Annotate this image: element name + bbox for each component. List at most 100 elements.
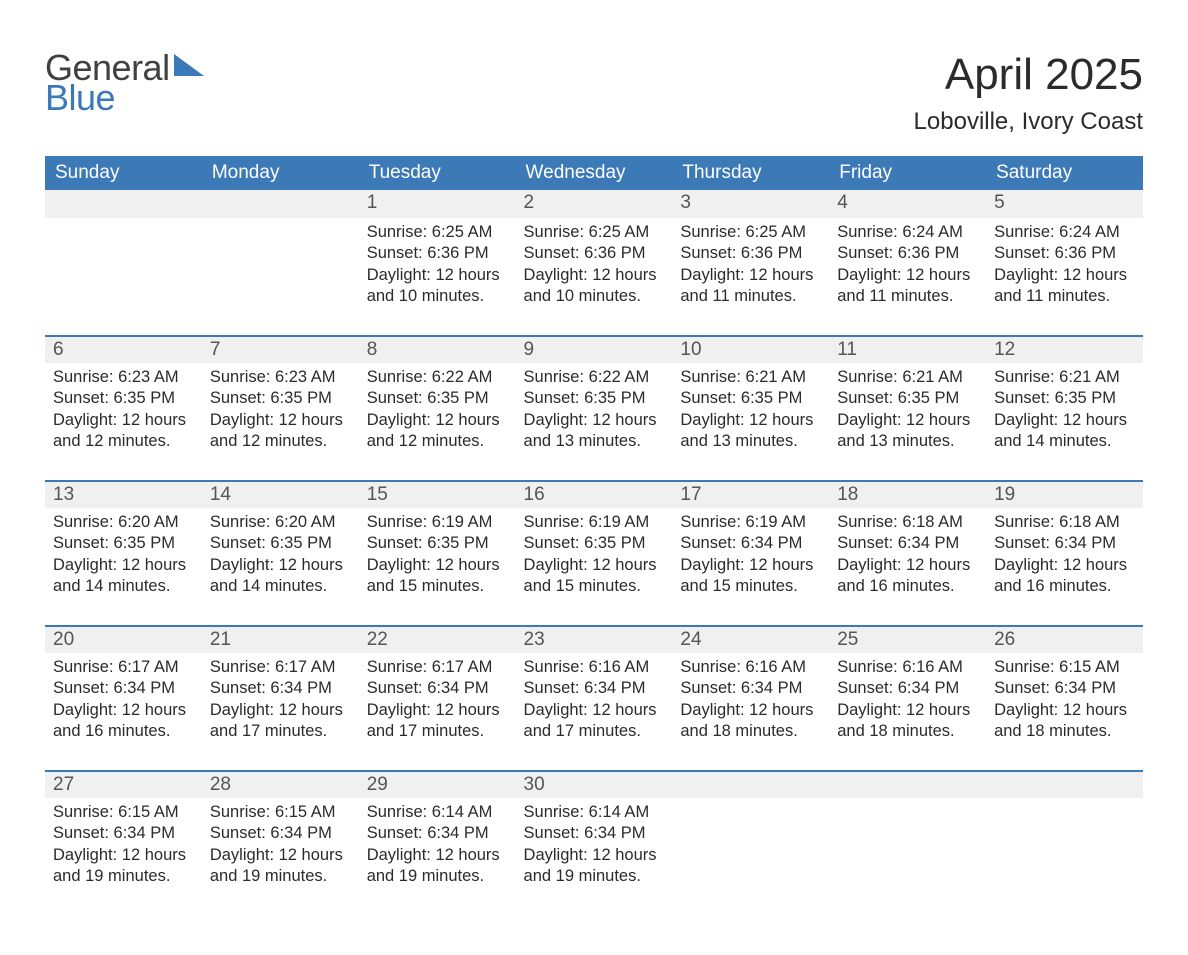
- daylight-text: Daylight: 12 hours and 13 minutes.: [524, 410, 665, 453]
- sunrise-text: Sunrise: 6:22 AM: [367, 367, 508, 388]
- day-number: 29: [359, 770, 516, 798]
- calendar-day-cell: 10Sunrise: 6:21 AMSunset: 6:35 PMDayligh…: [672, 335, 829, 480]
- sunrise-text: Sunrise: 6:23 AM: [210, 367, 351, 388]
- day-number: 9: [516, 335, 673, 363]
- calendar-table: Sunday Monday Tuesday Wednesday Thursday…: [45, 156, 1143, 915]
- day-number: 26: [986, 625, 1143, 653]
- calendar-day-cell: [202, 190, 359, 335]
- col-thursday: Thursday: [672, 156, 829, 190]
- sunset-text: Sunset: 6:34 PM: [367, 678, 508, 699]
- daylight-text: Daylight: 12 hours and 14 minutes.: [53, 555, 194, 598]
- day-number: 19: [986, 480, 1143, 508]
- day-details: Sunrise: 6:22 AMSunset: 6:35 PMDaylight:…: [359, 363, 516, 461]
- logo-triangle-icon: [174, 54, 204, 80]
- day-details: Sunrise: 6:21 AMSunset: 6:35 PMDaylight:…: [672, 363, 829, 461]
- sunset-text: Sunset: 6:35 PM: [210, 388, 351, 409]
- sunrise-text: Sunrise: 6:20 AM: [53, 512, 194, 533]
- day-details: Sunrise: 6:15 AMSunset: 6:34 PMDaylight:…: [986, 653, 1143, 751]
- daylight-text: Daylight: 12 hours and 16 minutes.: [837, 555, 978, 598]
- calendar-day-cell: 7Sunrise: 6:23 AMSunset: 6:35 PMDaylight…: [202, 335, 359, 480]
- sunset-text: Sunset: 6:36 PM: [994, 243, 1135, 264]
- sunset-text: Sunset: 6:34 PM: [367, 823, 508, 844]
- calendar-week-row: 6Sunrise: 6:23 AMSunset: 6:35 PMDaylight…: [45, 335, 1143, 480]
- day-number: 5: [986, 190, 1143, 218]
- day-number: 23: [516, 625, 673, 653]
- sunrise-text: Sunrise: 6:19 AM: [367, 512, 508, 533]
- sunrise-text: Sunrise: 6:21 AM: [994, 367, 1135, 388]
- daylight-text: Daylight: 12 hours and 13 minutes.: [680, 410, 821, 453]
- calendar-day-cell: [672, 770, 829, 915]
- calendar-day-cell: 29Sunrise: 6:14 AMSunset: 6:34 PMDayligh…: [359, 770, 516, 915]
- day-details: Sunrise: 6:21 AMSunset: 6:35 PMDaylight:…: [829, 363, 986, 461]
- sunrise-text: Sunrise: 6:15 AM: [210, 802, 351, 823]
- day-number: 22: [359, 625, 516, 653]
- sunset-text: Sunset: 6:34 PM: [210, 823, 351, 844]
- sunrise-text: Sunrise: 6:25 AM: [524, 222, 665, 243]
- calendar-week-row: 1Sunrise: 6:25 AMSunset: 6:36 PMDaylight…: [45, 190, 1143, 335]
- sunrise-text: Sunrise: 6:18 AM: [994, 512, 1135, 533]
- calendar-week-row: 13Sunrise: 6:20 AMSunset: 6:35 PMDayligh…: [45, 480, 1143, 625]
- daylight-text: Daylight: 12 hours and 11 minutes.: [994, 265, 1135, 308]
- day-details: Sunrise: 6:19 AMSunset: 6:35 PMDaylight:…: [359, 508, 516, 606]
- col-saturday: Saturday: [986, 156, 1143, 190]
- sunrise-text: Sunrise: 6:22 AM: [524, 367, 665, 388]
- day-number: [986, 770, 1143, 798]
- calendar-day-cell: 13Sunrise: 6:20 AMSunset: 6:35 PMDayligh…: [45, 480, 202, 625]
- calendar-day-cell: 16Sunrise: 6:19 AMSunset: 6:35 PMDayligh…: [516, 480, 673, 625]
- day-number: 21: [202, 625, 359, 653]
- sunset-text: Sunset: 6:35 PM: [680, 388, 821, 409]
- calendar-day-cell: [986, 770, 1143, 915]
- sunrise-text: Sunrise: 6:16 AM: [837, 657, 978, 678]
- sunrise-text: Sunrise: 6:19 AM: [680, 512, 821, 533]
- sunset-text: Sunset: 6:36 PM: [367, 243, 508, 264]
- daylight-text: Daylight: 12 hours and 16 minutes.: [53, 700, 194, 743]
- col-wednesday: Wednesday: [516, 156, 673, 190]
- calendar-week-row: 27Sunrise: 6:15 AMSunset: 6:34 PMDayligh…: [45, 770, 1143, 915]
- sunset-text: Sunset: 6:35 PM: [367, 533, 508, 554]
- sunset-text: Sunset: 6:35 PM: [367, 388, 508, 409]
- day-details: [672, 798, 829, 810]
- day-details: Sunrise: 6:23 AMSunset: 6:35 PMDaylight:…: [202, 363, 359, 461]
- day-details: Sunrise: 6:19 AMSunset: 6:35 PMDaylight:…: [516, 508, 673, 606]
- daylight-text: Daylight: 12 hours and 12 minutes.: [210, 410, 351, 453]
- sunrise-text: Sunrise: 6:17 AM: [53, 657, 194, 678]
- calendar-day-cell: 4Sunrise: 6:24 AMSunset: 6:36 PMDaylight…: [829, 190, 986, 335]
- day-details: Sunrise: 6:25 AMSunset: 6:36 PMDaylight:…: [516, 218, 673, 316]
- sunset-text: Sunset: 6:34 PM: [994, 533, 1135, 554]
- sunrise-text: Sunrise: 6:25 AM: [367, 222, 508, 243]
- day-number: 18: [829, 480, 986, 508]
- day-number: 2: [516, 190, 673, 218]
- day-details: Sunrise: 6:24 AMSunset: 6:36 PMDaylight:…: [829, 218, 986, 316]
- sunset-text: Sunset: 6:35 PM: [524, 533, 665, 554]
- day-details: Sunrise: 6:21 AMSunset: 6:35 PMDaylight:…: [986, 363, 1143, 461]
- calendar-day-cell: 1Sunrise: 6:25 AMSunset: 6:36 PMDaylight…: [359, 190, 516, 335]
- daylight-text: Daylight: 12 hours and 19 minutes.: [367, 845, 508, 888]
- calendar-day-cell: 23Sunrise: 6:16 AMSunset: 6:34 PMDayligh…: [516, 625, 673, 770]
- sunset-text: Sunset: 6:34 PM: [680, 678, 821, 699]
- day-number: 10: [672, 335, 829, 363]
- calendar-week-row: 20Sunrise: 6:17 AMSunset: 6:34 PMDayligh…: [45, 625, 1143, 770]
- calendar-day-cell: 30Sunrise: 6:14 AMSunset: 6:34 PMDayligh…: [516, 770, 673, 915]
- sunrise-text: Sunrise: 6:23 AM: [53, 367, 194, 388]
- sunset-text: Sunset: 6:34 PM: [680, 533, 821, 554]
- sunrise-text: Sunrise: 6:21 AM: [837, 367, 978, 388]
- logo-text-blue: Blue: [45, 80, 204, 116]
- daylight-text: Daylight: 12 hours and 11 minutes.: [837, 265, 978, 308]
- daylight-text: Daylight: 12 hours and 13 minutes.: [837, 410, 978, 453]
- calendar-day-cell: 5Sunrise: 6:24 AMSunset: 6:36 PMDaylight…: [986, 190, 1143, 335]
- title-block: April 2025 Loboville, Ivory Coast: [914, 50, 1143, 136]
- daylight-text: Daylight: 12 hours and 14 minutes.: [994, 410, 1135, 453]
- calendar-day-cell: 9Sunrise: 6:22 AMSunset: 6:35 PMDaylight…: [516, 335, 673, 480]
- day-details: [202, 218, 359, 230]
- day-details: Sunrise: 6:25 AMSunset: 6:36 PMDaylight:…: [359, 218, 516, 316]
- col-tuesday: Tuesday: [359, 156, 516, 190]
- sunrise-text: Sunrise: 6:16 AM: [680, 657, 821, 678]
- day-details: Sunrise: 6:16 AMSunset: 6:34 PMDaylight:…: [516, 653, 673, 751]
- day-details: [829, 798, 986, 810]
- day-details: Sunrise: 6:14 AMSunset: 6:34 PMDaylight:…: [516, 798, 673, 896]
- day-number: [45, 190, 202, 218]
- sunrise-text: Sunrise: 6:15 AM: [994, 657, 1135, 678]
- calendar-day-cell: 15Sunrise: 6:19 AMSunset: 6:35 PMDayligh…: [359, 480, 516, 625]
- day-number: 6: [45, 335, 202, 363]
- location: Loboville, Ivory Coast: [914, 108, 1143, 136]
